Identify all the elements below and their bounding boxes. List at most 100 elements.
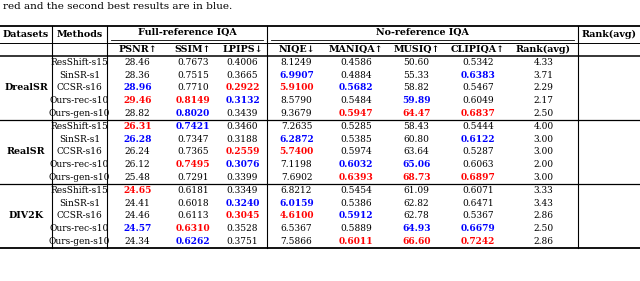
Text: 24.46: 24.46	[125, 212, 150, 221]
Text: 63.64: 63.64	[404, 148, 429, 157]
Text: 0.5467: 0.5467	[462, 83, 494, 92]
Text: 6.0159: 6.0159	[279, 199, 314, 208]
Text: 0.3460: 0.3460	[227, 122, 259, 131]
Text: LPIPS↓: LPIPS↓	[222, 45, 263, 54]
Text: 29.46: 29.46	[124, 96, 152, 105]
Text: 58.82: 58.82	[404, 83, 429, 92]
Text: 0.3399: 0.3399	[227, 173, 258, 182]
Text: CLIPIQA↑: CLIPIQA↑	[451, 45, 505, 54]
Text: 2.50: 2.50	[533, 224, 554, 233]
Text: 7.6902: 7.6902	[281, 173, 312, 182]
Text: 0.3132: 0.3132	[225, 96, 260, 105]
Text: 50.60: 50.60	[403, 58, 429, 67]
Text: 0.3665: 0.3665	[227, 71, 259, 80]
Text: CCSR-s16: CCSR-s16	[56, 212, 102, 221]
Text: 0.6181: 0.6181	[177, 186, 209, 195]
Text: SinSR-s1: SinSR-s1	[59, 199, 100, 208]
Text: 0.7710: 0.7710	[177, 83, 209, 92]
Text: 0.5444: 0.5444	[462, 122, 494, 131]
Text: 0.5682: 0.5682	[339, 83, 373, 92]
Text: 0.6310: 0.6310	[176, 224, 211, 233]
Text: 8.5790: 8.5790	[280, 96, 312, 105]
Text: 7.5866: 7.5866	[280, 237, 312, 246]
Text: 0.5974: 0.5974	[340, 148, 372, 157]
Text: 55.33: 55.33	[404, 71, 429, 80]
Text: 3.43: 3.43	[534, 199, 554, 208]
Text: Rank(avg): Rank(avg)	[516, 45, 571, 54]
Text: 0.2559: 0.2559	[225, 148, 260, 157]
Text: 0.5342: 0.5342	[462, 58, 493, 67]
Text: 28.36: 28.36	[125, 71, 150, 80]
Text: 0.4586: 0.4586	[340, 58, 372, 67]
Text: 7.1198: 7.1198	[281, 160, 312, 169]
Text: CCSR-s16: CCSR-s16	[56, 148, 102, 157]
Text: 0.7421: 0.7421	[176, 122, 211, 131]
Text: 0.5287: 0.5287	[462, 148, 494, 157]
Text: 6.9907: 6.9907	[279, 71, 314, 80]
Text: 0.5484: 0.5484	[340, 96, 372, 105]
Text: SinSR-s1: SinSR-s1	[59, 135, 100, 144]
Text: 28.46: 28.46	[125, 58, 150, 67]
Text: DrealSR: DrealSR	[4, 83, 48, 92]
Text: 3.33: 3.33	[534, 186, 554, 195]
Text: 0.6032: 0.6032	[339, 160, 373, 169]
Text: 0.3751: 0.3751	[227, 237, 259, 246]
Text: 0.5385: 0.5385	[340, 135, 372, 144]
Text: 0.6679: 0.6679	[461, 224, 495, 233]
Text: 2.29: 2.29	[534, 83, 554, 92]
Text: Datasets: Datasets	[3, 30, 49, 39]
Text: 9.3679: 9.3679	[281, 109, 312, 118]
Text: Ours-gen-s10: Ours-gen-s10	[49, 173, 110, 182]
Text: 6.2872: 6.2872	[279, 135, 314, 144]
Text: 2.86: 2.86	[534, 237, 554, 246]
Text: 0.6113: 0.6113	[177, 212, 209, 221]
Text: 4.6100: 4.6100	[279, 212, 314, 221]
Text: 0.6011: 0.6011	[339, 237, 373, 246]
Text: 0.5947: 0.5947	[339, 109, 373, 118]
Text: 0.4884: 0.4884	[340, 71, 372, 80]
Text: 7.2635: 7.2635	[281, 122, 312, 131]
Text: Ours-rec-s10: Ours-rec-s10	[50, 160, 109, 169]
Text: 0.4006: 0.4006	[227, 58, 259, 67]
Text: 2.50: 2.50	[533, 109, 554, 118]
Text: DIV2K: DIV2K	[8, 212, 44, 221]
Text: 0.6262: 0.6262	[176, 237, 211, 246]
Text: MANIQA↑: MANIQA↑	[329, 45, 383, 54]
Text: ResShift-s15: ResShift-s15	[51, 186, 108, 195]
Text: Full-reference IQA: Full-reference IQA	[138, 28, 236, 37]
Text: 0.7673: 0.7673	[177, 58, 209, 67]
Text: SinSR-s1: SinSR-s1	[59, 71, 100, 80]
Text: 8.1249: 8.1249	[281, 58, 312, 67]
Text: 59.89: 59.89	[402, 96, 431, 105]
Text: 62.82: 62.82	[404, 199, 429, 208]
Text: 0.6018: 0.6018	[177, 199, 209, 208]
Text: 5.9100: 5.9100	[279, 83, 314, 92]
Text: 64.47: 64.47	[403, 109, 431, 118]
Text: Ours-gen-s10: Ours-gen-s10	[49, 237, 110, 246]
Text: ResShift-s15: ResShift-s15	[51, 122, 108, 131]
Text: NIQE↓: NIQE↓	[278, 45, 315, 54]
Text: 68.73: 68.73	[402, 173, 431, 182]
Text: 58.43: 58.43	[404, 122, 429, 131]
Text: 0.7291: 0.7291	[177, 173, 209, 182]
Text: 24.34: 24.34	[125, 237, 150, 246]
Text: ResShift-s15: ResShift-s15	[51, 58, 108, 67]
Text: 3.71: 3.71	[534, 71, 554, 80]
Text: 0.6071: 0.6071	[462, 186, 494, 195]
Text: PSNR↑: PSNR↑	[118, 45, 157, 54]
Text: Rank(avg): Rank(avg)	[582, 30, 637, 39]
Text: 26.12: 26.12	[125, 160, 150, 169]
Text: 2.00: 2.00	[534, 160, 554, 169]
Text: 0.8020: 0.8020	[176, 109, 210, 118]
Text: 4.33: 4.33	[534, 58, 554, 67]
Text: 0.6897: 0.6897	[461, 173, 495, 182]
Text: 0.7365: 0.7365	[177, 148, 209, 157]
Text: 4.00: 4.00	[533, 122, 554, 131]
Text: red and the second best results are in blue.: red and the second best results are in b…	[3, 2, 232, 11]
Text: 2.17: 2.17	[534, 96, 554, 105]
Text: 0.7515: 0.7515	[177, 71, 209, 80]
Text: Ours-gen-s10: Ours-gen-s10	[49, 109, 110, 118]
Text: 0.6393: 0.6393	[339, 173, 373, 182]
Text: 0.7347: 0.7347	[177, 135, 209, 144]
Text: 62.78: 62.78	[404, 212, 429, 221]
